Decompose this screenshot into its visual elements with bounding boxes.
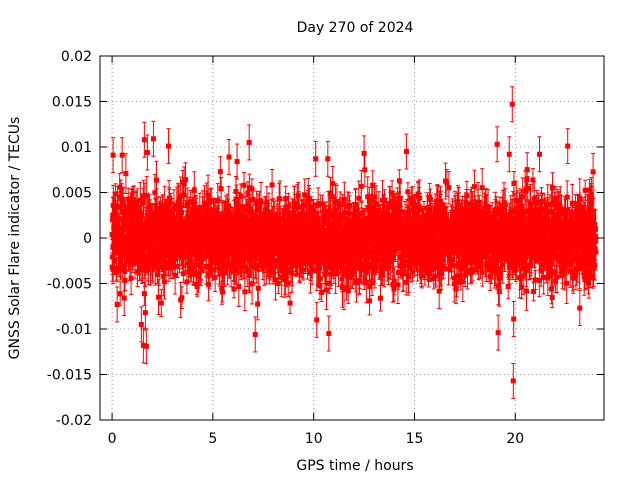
data-point	[121, 280, 127, 317]
data-point	[494, 126, 500, 163]
data-point	[313, 140, 319, 177]
data-point	[217, 156, 223, 188]
data-point	[226, 139, 232, 175]
y-tick-label: 0.01	[61, 140, 92, 156]
data-point	[166, 128, 172, 165]
data-point	[511, 301, 517, 337]
data-point	[150, 120, 156, 157]
x-tick-label: 0	[108, 431, 117, 447]
x-tick-label: 5	[208, 431, 217, 447]
x-tick-label: 10	[305, 431, 323, 447]
data-point	[255, 287, 261, 321]
data-point	[314, 301, 320, 338]
y-tick-label: 0.005	[52, 186, 92, 202]
data-series	[109, 86, 599, 399]
x-tick-label: 15	[406, 431, 424, 447]
data-point	[362, 152, 368, 187]
data-point	[361, 135, 367, 172]
y-tick-label: -0.02	[56, 413, 92, 429]
data-point	[119, 137, 125, 174]
data-point	[246, 124, 252, 161]
data-point	[269, 169, 275, 201]
data-point	[325, 140, 331, 177]
data-point	[577, 290, 583, 327]
data-point	[110, 137, 116, 174]
data-point	[234, 143, 240, 180]
data-point	[403, 133, 409, 170]
x-axis-label: GPS time / hours	[296, 458, 413, 474]
data-point	[141, 281, 147, 306]
data-point	[326, 315, 332, 352]
y-axis-label: GNSS Solar Flare indicator / TECUs	[7, 117, 23, 360]
data-point	[565, 128, 571, 165]
data-point	[143, 328, 149, 365]
data-point	[506, 136, 512, 173]
y-tick-label: 0	[83, 231, 92, 247]
data-point	[252, 316, 258, 353]
data-point	[158, 289, 164, 317]
y-tick-label: -0.005	[47, 277, 92, 293]
data-point	[536, 136, 542, 173]
chart-title: Day 270 of 2024	[297, 20, 414, 36]
y-tick-label: 0.015	[52, 95, 92, 111]
data-point	[377, 284, 383, 312]
y-tick-label: -0.015	[47, 368, 92, 384]
data-point	[495, 314, 501, 351]
data-point	[178, 281, 184, 318]
y-tick-label: 0.02	[61, 49, 92, 65]
x-tick-label: 20	[506, 431, 524, 447]
data-point	[509, 86, 515, 123]
y-tick-label: -0.01	[56, 322, 92, 338]
